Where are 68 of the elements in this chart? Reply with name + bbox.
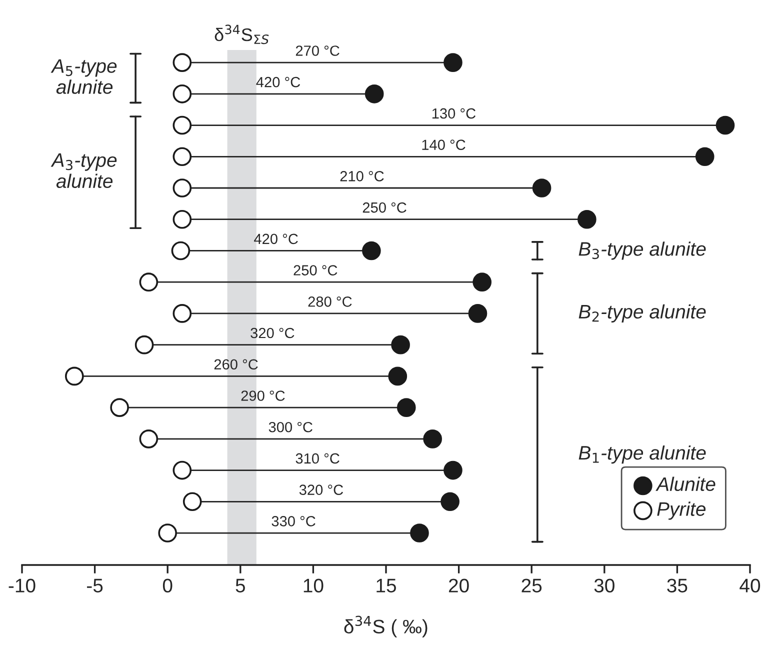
point bbox=[468, 304, 488, 323]
y-tick-label: 130 °C bbox=[432, 108, 476, 119]
x-tick-label: 30 bbox=[594, 578, 614, 592]
y-tick-label: 250 °C bbox=[362, 202, 406, 213]
point bbox=[172, 84, 192, 104]
y-tick-label: 300 °C bbox=[268, 422, 312, 432]
y-tick-label: 420 °C bbox=[254, 234, 298, 244]
y-tick-label: 250 °C bbox=[294, 265, 338, 276]
x-tick-label: 15 bbox=[376, 578, 396, 592]
point bbox=[65, 366, 84, 386]
y-tick-label: 330 °C bbox=[272, 516, 316, 526]
x-tick-label: 20 bbox=[448, 578, 469, 592]
annotation: B$_{1}$-type alunite bbox=[578, 445, 706, 464]
annotation: B$_{2}$-type alunite bbox=[578, 304, 706, 322]
point bbox=[172, 304, 192, 323]
point bbox=[172, 178, 192, 198]
point bbox=[182, 492, 202, 512]
point bbox=[444, 53, 462, 72]
point bbox=[695, 147, 714, 166]
y-tick-label: 280 °C bbox=[308, 296, 352, 307]
point bbox=[171, 241, 190, 260]
point bbox=[172, 460, 192, 480]
x-axis-title: δ$^{34}$S ( ‰) bbox=[344, 616, 428, 638]
annotation: A$_{5}$-type alunite bbox=[50, 59, 117, 94]
legend-label: Pyrite bbox=[657, 502, 706, 520]
point bbox=[578, 210, 596, 229]
band-label: δ$^{34}$S$_{ΣS}$ bbox=[214, 24, 269, 44]
annotation: B$_{3}$-type alunite bbox=[578, 242, 706, 260]
x-tick-label: 35 bbox=[667, 578, 688, 592]
point bbox=[134, 335, 154, 354]
point bbox=[139, 272, 158, 292]
point bbox=[139, 430, 158, 448]
y-tick-label: 310 °C bbox=[296, 453, 340, 464]
x-tick-label: -10 bbox=[8, 578, 36, 592]
point bbox=[396, 398, 416, 417]
point bbox=[472, 272, 492, 292]
point bbox=[172, 116, 192, 135]
point bbox=[172, 53, 192, 72]
point bbox=[362, 241, 381, 260]
point bbox=[716, 116, 735, 135]
point bbox=[440, 492, 460, 512]
point bbox=[110, 398, 129, 417]
x-tick-label: 25 bbox=[522, 578, 542, 592]
y-tick-label: 140 °C bbox=[422, 140, 466, 150]
point bbox=[391, 335, 410, 354]
point bbox=[172, 147, 192, 166]
point bbox=[532, 178, 552, 198]
x-tick-label: -5 bbox=[87, 578, 103, 592]
point bbox=[444, 460, 462, 480]
x-tick-label: 10 bbox=[304, 578, 324, 592]
point bbox=[172, 210, 192, 229]
y-tick-label: 320 °C bbox=[299, 484, 344, 495]
x-tick-label: 0 bbox=[162, 578, 172, 592]
y-tick-label: 260 °C bbox=[214, 359, 258, 370]
point bbox=[158, 524, 178, 542]
x-tick-label: 5 bbox=[236, 578, 245, 592]
point bbox=[388, 366, 408, 386]
y-tick-label: 270 °C bbox=[296, 46, 340, 56]
point bbox=[423, 430, 442, 448]
y-tick-label: 210 °C bbox=[340, 171, 384, 182]
point bbox=[410, 524, 429, 542]
legend-label: Alunite bbox=[656, 476, 716, 492]
y-tick-label: 320 °C bbox=[250, 328, 294, 338]
annotation: A$_{3}$-type alunite bbox=[50, 153, 117, 188]
y-tick-label: 420 °C bbox=[256, 76, 300, 88]
x-tick-label: 40 bbox=[740, 578, 760, 592]
point bbox=[364, 84, 384, 104]
y-tick-label: 290 °C bbox=[241, 390, 285, 401]
